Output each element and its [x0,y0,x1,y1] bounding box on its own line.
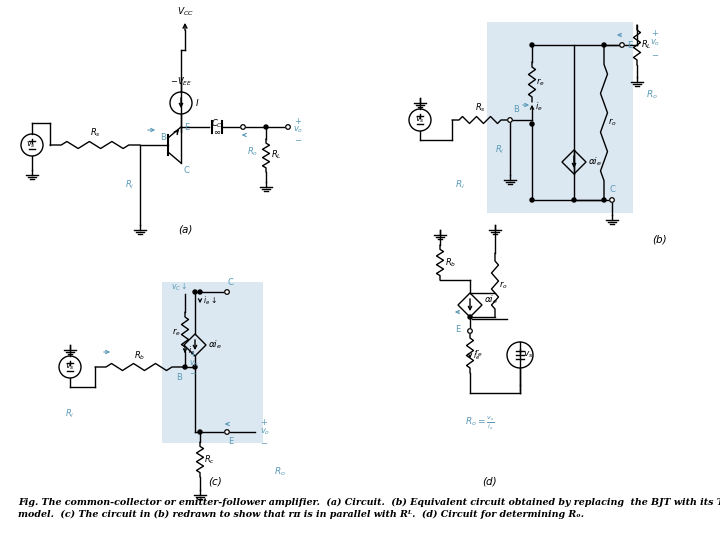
FancyBboxPatch shape [162,282,263,443]
Text: $R_s$: $R_s$ [474,102,485,114]
Circle shape [225,289,229,294]
Text: Fig. The common-collector or emitter-follower amplifier.  (a) Circuit.  (b) Equi: Fig. The common-collector or emitter-fol… [18,498,720,507]
Text: $R_i$: $R_i$ [495,144,504,156]
Text: $r_e$: $r_e$ [536,76,545,87]
Text: $R_s$: $R_s$ [89,126,100,139]
Circle shape [193,365,197,369]
Text: $R_c$: $R_c$ [204,454,215,466]
Text: C: C [183,166,189,175]
Text: $r_o$: $r_o$ [499,279,508,291]
Text: $i_e\downarrow$: $i_e\downarrow$ [203,295,217,307]
Circle shape [193,290,197,294]
Text: $r_e$: $r_e$ [172,326,181,338]
Text: $+$: $+$ [260,417,268,427]
Text: $\alpha i_e$: $\alpha i_e$ [484,294,498,306]
Text: $v_o$: $v_o$ [650,38,660,48]
Text: $v_s$: $v_s$ [65,362,75,372]
Text: $\alpha i_e$: $\alpha i_e$ [588,156,602,168]
Text: $v_o$: $v_o$ [260,427,270,437]
Text: B: B [513,105,519,114]
Text: $-$: $-$ [294,134,302,144]
Text: E: E [627,41,632,50]
Circle shape [602,43,606,47]
Text: $+$: $+$ [189,349,197,359]
Text: B: B [160,132,166,141]
Text: E: E [455,325,460,334]
Circle shape [530,122,534,126]
Text: $v_s$: $v_s$ [415,115,425,125]
Text: $R_o = \frac{v_s}{i_s}$: $R_o = \frac{v_s}{i_s}$ [465,415,495,433]
Text: $-$: $-$ [651,50,659,58]
Text: E: E [184,123,189,132]
Text: $i_e$: $i_e$ [188,345,195,357]
Text: $R_L$: $R_L$ [271,148,282,161]
Circle shape [620,43,624,48]
Text: (a): (a) [178,225,192,235]
Text: $v_\pi$: $v_\pi$ [189,359,199,369]
Text: $\alpha i_e$: $\alpha i_e$ [208,339,222,351]
Circle shape [572,198,576,202]
Text: $+$: $+$ [294,116,302,126]
Text: C: C [609,185,615,194]
Text: $R_b$: $R_b$ [135,349,145,362]
Text: (b): (b) [653,235,667,245]
Circle shape [530,43,534,47]
Text: $R_i$: $R_i$ [455,179,465,191]
Text: $R_o$: $R_o$ [274,465,286,478]
Text: $r_o$: $r_o$ [608,117,617,128]
Circle shape [198,430,202,434]
Text: $r_e$: $r_e$ [474,347,483,359]
Text: model.  (c) The circuit in (b) redrawn to show that rπ is in parallel with Rᴸ.  : model. (c) The circuit in (b) redrawn to… [18,510,584,519]
Text: (d): (d) [482,477,498,487]
Circle shape [225,430,229,434]
Text: $-$: $-$ [260,437,268,447]
Circle shape [602,198,606,202]
Text: $R_i$: $R_i$ [125,179,134,191]
Circle shape [530,198,534,202]
Text: $R_b$: $R_b$ [445,256,456,269]
Text: $-V_{EE}$: $-V_{EE}$ [170,75,192,87]
Circle shape [468,329,472,333]
Text: B: B [176,373,182,382]
Text: $v_s$: $v_s$ [26,140,36,150]
Circle shape [610,198,614,202]
Circle shape [468,315,472,319]
Text: $R_L$: $R_L$ [641,39,652,51]
Text: $R_o$: $R_o$ [248,145,258,158]
Circle shape [183,365,187,369]
Circle shape [264,125,268,129]
Text: C: C [228,278,234,287]
Text: (c): (c) [208,477,222,487]
Text: $i_e$: $i_e$ [473,350,480,362]
Text: $R_i$: $R_i$ [66,407,75,420]
Circle shape [508,118,513,122]
Text: $R_o$: $R_o$ [646,89,658,102]
Text: $i_e$: $i_e$ [535,101,543,113]
Text: $v_C\downarrow$: $v_C\downarrow$ [171,281,188,293]
Circle shape [286,125,290,129]
Text: E: E [228,437,233,446]
Text: $v_s$: $v_s$ [523,350,534,360]
Text: $-$: $-$ [189,368,197,376]
Text: $V_{CC}$: $V_{CC}$ [176,5,194,18]
Text: $+$: $+$ [651,28,659,38]
FancyBboxPatch shape [487,22,633,213]
Text: $v_o$: $v_o$ [293,125,303,135]
Text: $C_C$: $C_C$ [211,117,223,130]
Circle shape [198,290,202,294]
Text: $I$: $I$ [195,98,199,109]
Circle shape [240,125,246,129]
Text: $\infty$: $\infty$ [213,128,221,137]
